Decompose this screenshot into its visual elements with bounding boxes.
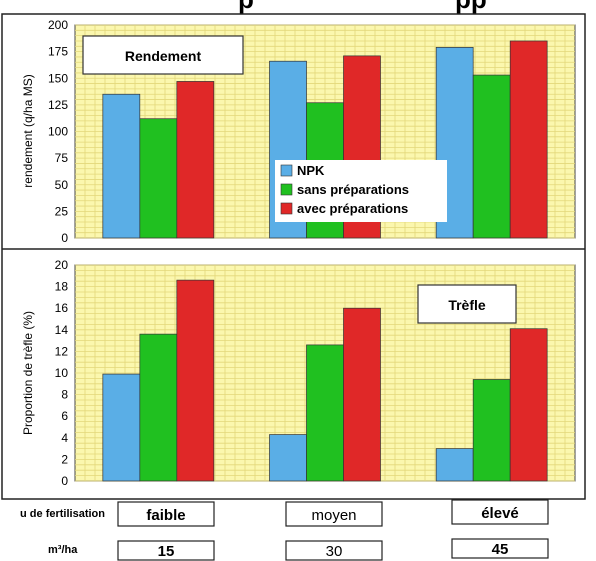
bar-sans	[306, 344, 344, 482]
legend-label-sans: sans préparations	[297, 182, 409, 197]
y-tick-label: 0	[61, 231, 68, 245]
bar-npk	[102, 373, 141, 482]
y-tick-label: 100	[48, 125, 68, 139]
bar-avec	[343, 307, 381, 482]
y-tick-label: 2	[61, 452, 68, 466]
bar-npk	[435, 448, 474, 482]
y-ticks-rendement: 0 25 50 75 100 125 150 175 200	[48, 18, 68, 245]
box-fertilisation-2	[285, 501, 383, 527]
bar-avec	[176, 279, 215, 482]
y-tick-label: 200	[48, 18, 68, 32]
title-trefle: Trèfle	[448, 297, 486, 313]
bar-sans	[139, 333, 178, 482]
header-fragment-2: pp	[455, 0, 487, 14]
legend-swatch-npk	[280, 164, 293, 177]
y-tick-label: 14	[55, 323, 69, 337]
chart-rendement: 0 25 50 75 100 125 150 175 200 rendement (q/ha M…	[21, 18, 576, 245]
row-fertilisation: u de fertilisation faible moyen élevé	[20, 499, 549, 527]
bars-trefle	[102, 279, 548, 482]
box-volume-3	[451, 538, 549, 559]
bar-avec	[176, 81, 215, 239]
legend-box	[275, 160, 447, 222]
y-tick-label: 0	[61, 474, 68, 488]
y-tick-label: 125	[48, 98, 68, 112]
value-fertilisation-1: faible	[146, 507, 185, 524]
box-fertilisation-1	[117, 501, 215, 527]
legend: NPK sans préparations avec préparations	[275, 160, 447, 222]
title-rendement: Rendement	[125, 48, 202, 64]
legend-swatch-sans	[280, 183, 293, 196]
header-fragment: p	[238, 0, 254, 14]
y-tick-label: 12	[55, 344, 69, 358]
legend-label-avec: avec préparations	[297, 201, 408, 216]
y-tick-label: 150	[48, 71, 68, 85]
value-fertilisation-3: élevé	[481, 505, 519, 522]
legend-swatch-avec	[280, 202, 293, 215]
value-volume-1: 15	[158, 543, 175, 560]
bar-npk	[269, 434, 307, 482]
y-tick-label: 50	[55, 178, 69, 192]
row-label-volume: m³/ha	[48, 544, 78, 556]
y-tick-label: 18	[55, 280, 69, 294]
chart-trefle: 0 2 4 6 8 10 12 14 16 18 20 Proportion de trèfle (…	[21, 258, 576, 488]
figure-frame	[1, 13, 586, 500]
title-box-rendement	[82, 35, 244, 75]
y-tick-label: 75	[55, 151, 69, 165]
y-tick-label: 25	[55, 204, 69, 218]
y-tick-label: 175	[48, 45, 68, 59]
bar-sans	[139, 118, 178, 239]
row-volume: m³/ha 15 30 45	[48, 538, 549, 561]
y-tick-label: 16	[55, 301, 69, 315]
y-tick-label: 20	[55, 258, 69, 272]
title-box-trefle	[417, 284, 517, 324]
y-tick-label: 4	[61, 431, 68, 445]
bar-avec	[509, 328, 548, 482]
y-tick-label: 8	[61, 388, 68, 402]
y-tick-label: 10	[55, 366, 69, 380]
row-label-fertilisation: u de fertilisation	[20, 508, 105, 520]
bar-sans	[472, 74, 511, 239]
box-volume-1	[117, 540, 215, 561]
box-volume-2	[285, 540, 383, 561]
y-tick-label: 6	[61, 409, 68, 423]
box-fertilisation-3	[451, 499, 549, 525]
y-axis-label-trefle: Proportion de trèfle (%)	[21, 311, 35, 435]
y-ticks-trefle: 0 2 4 6 8 10 12 14 16 18 20	[55, 258, 69, 488]
bar-avec	[509, 40, 548, 239]
bar-sans	[472, 379, 511, 482]
bar-npk	[102, 93, 141, 239]
value-volume-3: 45	[492, 541, 509, 558]
value-volume-2: 30	[326, 543, 343, 560]
value-fertilisation-2: moyen	[311, 507, 356, 524]
y-axis-label-rendement: rendement (q/ha MS)	[21, 74, 35, 187]
legend-label-npk: NPK	[297, 163, 325, 178]
